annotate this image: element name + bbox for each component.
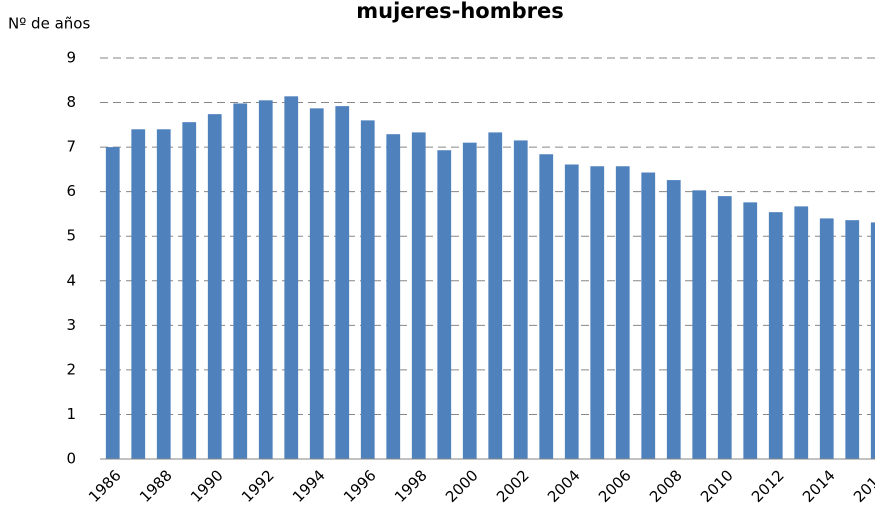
bar — [411, 132, 426, 459]
chart-title: mujeres-hombres — [356, 0, 563, 23]
y-tick-label: 5 — [66, 227, 76, 245]
x-tick-label: 1998 — [391, 466, 431, 506]
bar — [258, 100, 273, 460]
y-tick-label: 8 — [66, 93, 76, 111]
bar — [845, 220, 860, 459]
x-tick-label: 1994 — [289, 466, 329, 506]
y-tick-label: 1 — [66, 405, 76, 423]
y-tick-label: 2 — [66, 360, 76, 378]
bar — [666, 180, 681, 460]
bar — [717, 196, 732, 459]
bar — [819, 218, 834, 459]
bar — [794, 206, 809, 459]
x-tick-label: 1996 — [340, 466, 380, 506]
bar — [590, 166, 605, 459]
bar — [105, 147, 120, 459]
bar — [233, 103, 248, 460]
y-tick-label: 6 — [66, 182, 76, 200]
bar — [335, 106, 350, 460]
bar — [692, 190, 707, 459]
bar — [870, 222, 875, 459]
x-tick-label: 2014 — [799, 466, 839, 506]
y-tick-label: 0 — [66, 450, 76, 468]
y-tick-label: 4 — [66, 271, 76, 289]
bar — [513, 140, 528, 459]
x-tick-label: 2002 — [493, 466, 533, 506]
bar — [360, 120, 375, 459]
x-tick-label: 2012 — [748, 466, 788, 506]
x-tick-label: 2006 — [595, 466, 635, 506]
bar — [437, 150, 452, 460]
bar — [284, 96, 299, 459]
x-tick-label: 1992 — [238, 466, 278, 506]
y-tick-label: 9 — [66, 49, 76, 67]
y-tick-label: 7 — [66, 138, 76, 156]
bar — [641, 172, 656, 459]
bar — [539, 154, 554, 460]
x-tick-label: 1988 — [136, 466, 176, 506]
bar — [156, 129, 171, 460]
bar — [615, 166, 630, 459]
bar — [207, 114, 222, 459]
y-tick-label: 3 — [66, 316, 76, 334]
bar — [182, 122, 197, 459]
bar — [131, 129, 146, 460]
x-tick-label: 1986 — [85, 466, 125, 506]
x-tick-label: 2000 — [442, 466, 482, 506]
bar — [564, 164, 579, 459]
x-tick-label: 1990 — [187, 466, 227, 506]
bar — [743, 202, 758, 460]
y-axis-label: Nº de años — [8, 15, 90, 33]
bar — [462, 142, 477, 459]
x-tick-label: 2010 — [697, 466, 737, 506]
bar — [386, 134, 401, 459]
x-tick-label: 2008 — [646, 466, 686, 506]
x-tick-label: 2004 — [544, 466, 584, 506]
x-tick-label: 2016 — [850, 466, 875, 506]
bar — [309, 108, 324, 459]
bar — [488, 132, 503, 459]
bar — [768, 212, 783, 459]
